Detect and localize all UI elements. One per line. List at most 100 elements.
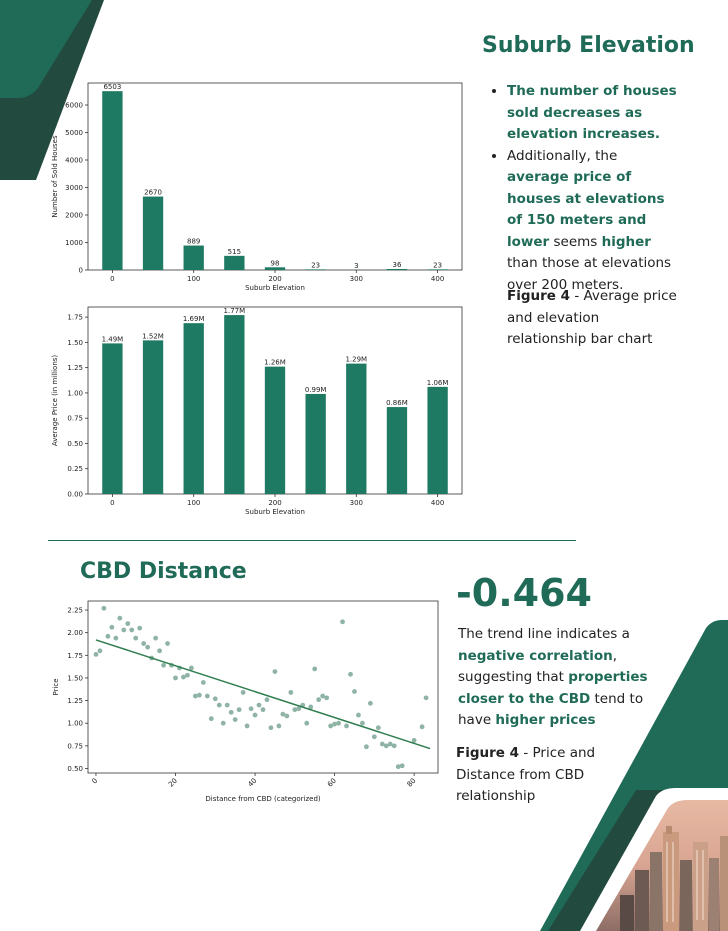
- desc-text-mid2: tend to have: [458, 690, 644, 729]
- scatter-point: [332, 721, 337, 727]
- scatter-point: [252, 712, 258, 718]
- sold-chart-y-tick-label: 2000: [65, 212, 83, 220]
- scatter-point: [364, 744, 369, 750]
- scatter-point: [105, 633, 111, 639]
- price-chart-x-tick-label: 200: [268, 499, 281, 507]
- scatter-point: [232, 717, 238, 722]
- scatter-point: [200, 680, 206, 685]
- scatter-point: [220, 720, 226, 726]
- scatter-point: [196, 692, 202, 698]
- scatter-point: [348, 671, 353, 677]
- scatter-point: [379, 741, 385, 747]
- sold-chart-bar: [224, 255, 245, 270]
- sold-chart-y-tick-label: 1000: [65, 239, 83, 247]
- scatter-point: [268, 725, 274, 731]
- scatter-y-axis-label: Price: [52, 678, 60, 695]
- scatter-point: [391, 743, 397, 749]
- scatter-point: [236, 707, 242, 713]
- scatter-point: [371, 734, 377, 740]
- sold-chart-bar: [386, 269, 408, 270]
- bullet1-bold-text: The number of houses sold decreases as e…: [507, 83, 677, 142]
- bottom-right-corner-decoration: [540, 620, 728, 931]
- scatter-point: [419, 724, 425, 730]
- scatter-x-tick-label: 40: [246, 777, 258, 789]
- scatter-point: [308, 704, 314, 710]
- scatter-point: [212, 696, 218, 702]
- section-title-suburb-elevation: Suburb Elevation: [482, 33, 695, 58]
- price-chart-y-tick-label: 1.75: [67, 314, 83, 322]
- sold-chart-x-tick-label: 0: [110, 275, 114, 283]
- caption2-figure-label: Figure 4: [456, 745, 520, 761]
- desc-bold-closer: properties closer to the CBD: [458, 669, 648, 707]
- top-left-corner-decoration: [0, 0, 104, 180]
- scatter-point: [375, 725, 381, 731]
- bullet2-bold-higher: higher: [601, 233, 651, 250]
- sold-chart-x-tick-label: 400: [431, 275, 444, 283]
- sold-chart-bar: [183, 245, 204, 270]
- desc-text-pre: The trend line indicates a: [458, 626, 630, 642]
- scatter-point: [248, 706, 254, 712]
- sold-chart-x-axis-label: Suburb Elevation: [245, 284, 305, 292]
- sold-chart-y-tick-label: 4000: [65, 157, 83, 165]
- sold-chart-y-tick-label: 3000: [65, 184, 83, 192]
- price-chart-y-tick-label: 1.25: [67, 364, 83, 372]
- price-chart-bar: [305, 393, 326, 494]
- sold-chart-data-label: 23: [311, 261, 320, 269]
- price-chart-x-tick-label: 100: [187, 499, 200, 507]
- corner-green-shape: [0, 0, 92, 98]
- city-skyline-image: [596, 800, 728, 931]
- scatter-y-tick-label: 2.00: [67, 629, 83, 637]
- scatter-x-tick-label: 0: [91, 777, 100, 786]
- caption2-figure-text: - Price and Distance from CBD relationsh…: [456, 745, 596, 804]
- correlation-stat: -0.464: [456, 571, 592, 615]
- scatter-y-tick-label: 1.50: [67, 674, 83, 682]
- scatter-point: [360, 720, 365, 726]
- scatter-point: [121, 627, 127, 633]
- bullet2-text-mid: seems: [549, 233, 602, 250]
- scatter-point: [137, 625, 143, 631]
- scatter-point: [228, 709, 234, 715]
- scatter-point: [192, 693, 198, 699]
- section-divider: [48, 540, 576, 541]
- price-chart-bar: [183, 323, 204, 494]
- scatter-point: [173, 675, 178, 681]
- sold-chart-data-label: 6503: [103, 83, 121, 91]
- scatter-x-tick-label: 60: [326, 777, 338, 789]
- scatter-point: [256, 702, 262, 708]
- scatter-point: [395, 764, 401, 770]
- sold-chart-data-label: 36: [392, 261, 401, 269]
- price-chart-data-label: 1.49M: [102, 335, 124, 343]
- desc-bold-negative: negative correlation: [458, 647, 613, 664]
- section-title-cbd-distance: CBD Distance: [80, 559, 247, 584]
- scatter-point: [336, 720, 341, 726]
- scatter-y-tick-label: 1.00: [67, 720, 83, 728]
- price-chart-x-axis-label: Suburb Elevation: [245, 508, 305, 516]
- scatter-point: [113, 635, 119, 641]
- price-chart-data-label: 1.26M: [264, 359, 286, 367]
- price-chart-bar: [142, 340, 164, 494]
- price-chart-data-label: 1.77M: [224, 307, 246, 315]
- scatter-point: [344, 723, 349, 729]
- scatter-point: [93, 652, 99, 657]
- sold-chart-y-tick-label: 0: [79, 267, 83, 275]
- sold-chart-data-label: 889: [187, 238, 200, 246]
- scatter-point: [411, 738, 417, 743]
- sold-chart-y-tick-label: 6000: [65, 102, 83, 110]
- scatter-point: [204, 693, 210, 699]
- scatter-point: [292, 707, 298, 713]
- scatter-point: [129, 627, 135, 633]
- scatter-point: [280, 711, 286, 717]
- scatter-point: [141, 641, 147, 646]
- average-price-bar-chart: 1.49M 1.52M 1.69M 1.77M 1.26M 0.99M 1.29M 0.86M…: [51, 306, 463, 516]
- scatter-point: [320, 693, 326, 699]
- price-chart-data-label: 1.06M: [427, 379, 449, 387]
- sold-chart-data-label: 3: [354, 262, 358, 270]
- price-chart-y-tick-label: 0.50: [67, 440, 83, 448]
- scatter-point: [356, 712, 361, 718]
- price-chart-x-tick-label: 300: [350, 499, 363, 507]
- sold-chart-bar: [102, 91, 123, 270]
- price-chart-data-label: 1.69M: [183, 315, 205, 323]
- caption-figure-label: Figure 4: [507, 288, 571, 304]
- scatter-point: [125, 621, 131, 627]
